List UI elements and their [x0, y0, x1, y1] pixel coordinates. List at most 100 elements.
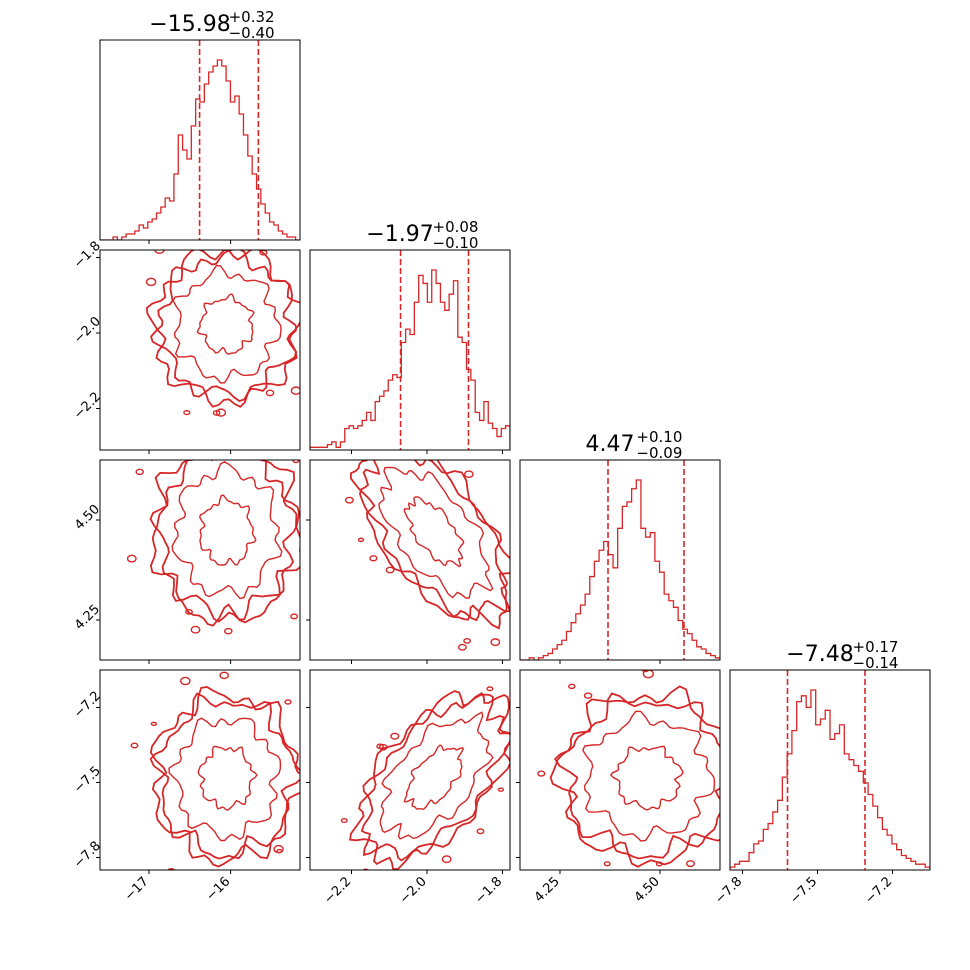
x-tick-label-1-0: −2.2: [321, 874, 354, 907]
panel-frame-3-1: [309, 669, 511, 871]
contour-island-2-1-9: [490, 638, 501, 647]
contour-island-3-1-5: [497, 787, 505, 792]
y-tick-label-1-2: −1.8: [71, 239, 104, 272]
param-title-plus-2: +0.10: [636, 428, 682, 446]
contour-island-3-2-5: [603, 861, 611, 867]
contour-island-3-2-9: [583, 692, 593, 699]
contour-island-2-1-2: [385, 566, 395, 574]
x-tick-label-3-2: −7.2: [862, 874, 895, 907]
contour-line-3-0-2: [149, 692, 300, 860]
contour-line-2-1-2: [359, 460, 510, 622]
contour-panel-1-0: −2.2 −2.0 −1.8: [71, 226, 301, 454]
contour-island-2-0-4: [190, 625, 201, 634]
param-title-0: −15.98: [149, 12, 230, 37]
histogram-panel-3: −7.48+0.17−0.14 −7.8 −7.5 −7.2: [712, 638, 931, 907]
contour-island-3-0-0: [130, 742, 139, 749]
contour-line-3-0-1: [168, 717, 282, 842]
panel-frame-0-0: [99, 39, 301, 241]
param-title-minus-3: −0.14: [853, 654, 899, 672]
contour-island-3-0-7: [186, 873, 193, 878]
x-tick-label-1-1: −2.0: [397, 874, 430, 907]
panel-frame-3-2: [519, 669, 721, 871]
contour-island-3-2-0: [568, 683, 576, 690]
histogram-step-1: [310, 269, 510, 450]
contour-line-1-0-3: [145, 250, 300, 408]
histogram-step-0: [100, 59, 300, 240]
contour-panel-2-0: 4.25 4.50: [72, 425, 301, 664]
contour-island-2-0-6: [135, 468, 144, 476]
panel-frame-1-0: [99, 249, 301, 451]
panel-frame-2-2: [519, 459, 721, 661]
y-tick-label-2-1: 4.50: [72, 502, 103, 533]
y-tick-label-1-1: −2.0: [71, 314, 104, 347]
contour-island-3-2-4: [628, 875, 636, 881]
contour-island-3-1-4: [340, 817, 348, 824]
contour-island-3-0-6: [219, 671, 230, 680]
histogram-panel-0: −15.98+0.32−0.40: [99, 8, 301, 244]
contour-line-2-0-2: [149, 460, 300, 623]
contour-island-3-2-3: [685, 860, 696, 868]
contour-island-1-0-5: [265, 389, 275, 397]
param-title-plus-1: +0.08: [433, 218, 479, 236]
y-tick-label-3-1: −7.5: [71, 764, 104, 797]
y-tick-label-1-0: −2.2: [71, 390, 104, 423]
contour-island-2-1-6: [463, 637, 472, 644]
contour-island-3-1-2: [526, 734, 534, 740]
contour-line-3-1-0: [403, 744, 465, 810]
histogram-step-2: [520, 479, 720, 660]
contour-line-2-1-1: [378, 466, 494, 599]
contour-line-3-1-2: [360, 693, 510, 862]
contour-island-2-0-5: [221, 425, 228, 430]
panel-frame-2-0: [99, 459, 301, 661]
param-title-1: −1.97: [366, 222, 433, 247]
contour-island-3-1-8: [441, 855, 452, 864]
param-title-2: 4.47: [586, 432, 635, 457]
contour-island-1-0-8: [145, 277, 157, 287]
contour-island-3-0-8: [166, 867, 176, 870]
x-tick-label-2-1: 4.50: [632, 874, 663, 905]
contour-island-3-2-6: [655, 861, 663, 867]
y-tick-label-3-2: −7.2: [71, 689, 104, 722]
x-tick-label-0-1: −16: [203, 874, 233, 904]
contour-line-1-0-1: [172, 264, 282, 384]
panel-frame-2-1: [309, 459, 511, 661]
contour-island-2-1-1: [344, 496, 354, 504]
contour-island-3-0-5: [276, 848, 283, 854]
contour-island-1-0-1: [290, 386, 300, 395]
contour-line-3-0-3: [149, 686, 300, 868]
panel-frame-3-3: [729, 669, 931, 871]
y-tick-label-3-0: −7.8: [71, 839, 104, 872]
contour-island-2-1-4: [511, 636, 516, 639]
contour-island-3-1-9: [378, 743, 388, 751]
contour-island-1-0-4: [246, 226, 255, 233]
contour-island-3-0-9: [284, 699, 292, 705]
x-tick-label-3-1: −7.5: [787, 874, 820, 907]
x-tick-label-2-0: 4.25: [532, 874, 563, 905]
param-title-3: −7.48: [786, 642, 853, 667]
contour-line-3-2-2: [553, 692, 720, 860]
contour-island-3-2-1: [642, 670, 654, 679]
contour-line-3-2-0: [609, 745, 684, 811]
contour-line-1-0-0: [196, 293, 255, 355]
contour-line-2-0-0: [199, 494, 257, 566]
contour-panel-2-1: [306, 459, 516, 664]
param-title-plus-3: +0.17: [853, 638, 899, 656]
contour-line-3-2-1: [582, 710, 716, 842]
contour-island-3-0-2: [150, 721, 158, 727]
contour-island-3-1-3: [476, 828, 485, 835]
contour-line-2-1-3: [349, 460, 510, 630]
param-title-minus-1: −0.10: [433, 234, 479, 252]
contour-island-3-1-7: [486, 686, 494, 692]
contour-line-3-1-1: [379, 711, 494, 840]
contour-island-3-1-1: [390, 732, 400, 740]
contour-island-3-0-4: [250, 886, 258, 892]
contour-line-1-0-2: [150, 250, 297, 402]
contour-line-2-0-1: [171, 461, 283, 600]
contour-line-3-0-0: [197, 745, 258, 811]
contour-island-2-1-0: [357, 537, 365, 543]
y-tick-label-2-0: 4.25: [72, 602, 103, 633]
contour-island-2-0-3: [292, 460, 300, 464]
param-title-minus-0: −0.40: [229, 24, 275, 42]
contour-island-2-1-7: [457, 643, 467, 651]
contour-island-1-0-2: [215, 408, 227, 417]
